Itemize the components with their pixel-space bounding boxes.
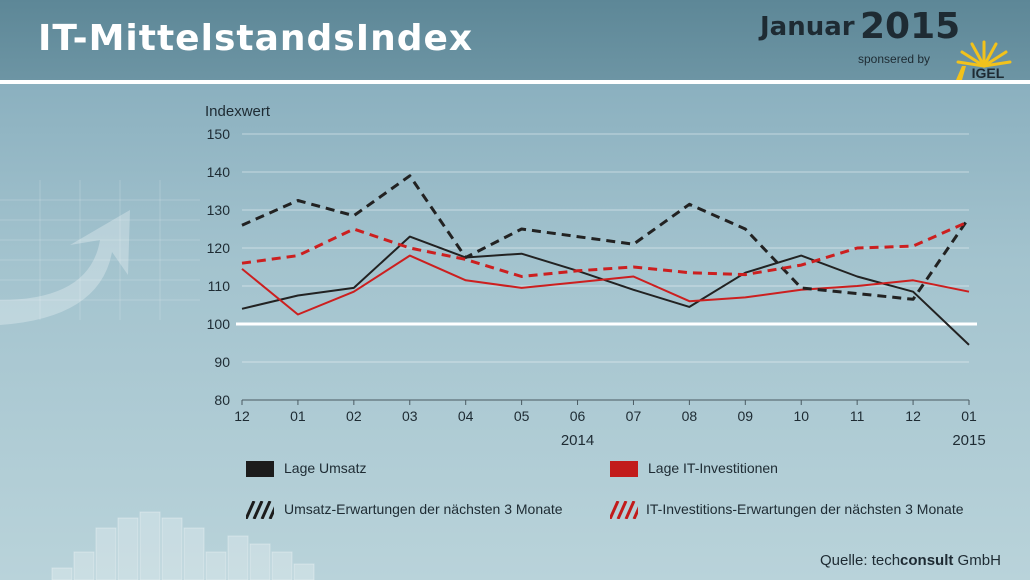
x-tick-label: 06	[570, 408, 586, 424]
x-tick-label: 12	[234, 408, 250, 424]
source-suffix: GmbH	[953, 552, 1001, 569]
igel-logo: IGEL	[956, 40, 1012, 81]
series-line-1	[241, 254, 970, 316]
y-tick-label: 120	[207, 240, 231, 256]
x-tick-label: 04	[458, 408, 474, 424]
page-title: IT-MittelstandsIndex	[38, 18, 474, 59]
y-tick-label: 90	[214, 354, 230, 370]
header-divider	[0, 80, 1030, 84]
x-year-label: 2015	[952, 432, 985, 449]
source-prefix: Quelle: tech	[820, 552, 901, 569]
y-tick-label: 80	[214, 392, 230, 408]
x-tick-label: 07	[626, 408, 642, 424]
source-bold: consult	[900, 552, 954, 569]
x-year-label: 2014	[561, 432, 594, 449]
y-tick-label: 100	[207, 316, 231, 332]
series-line-2	[241, 174, 971, 301]
y-tick-label: 130	[207, 202, 231, 218]
sponsored-label: sponsered by	[858, 52, 931, 66]
x-tick-label: 10	[793, 408, 809, 424]
legend-swatch-lage-umsatz	[246, 461, 274, 477]
y-tick-label: 110	[208, 278, 231, 294]
source-credit: Quelle: techconsult GmbH	[820, 552, 1001, 569]
x-tick-label: 09	[738, 408, 754, 424]
legend-label-it-investitions-erwartungen: IT-Investitions-Erwartungen der nächsten…	[646, 501, 964, 517]
header-year: 2015	[860, 6, 961, 47]
y-axis-label: Indexwert	[205, 103, 271, 120]
series-line-0	[241, 235, 970, 346]
x-tick-label: 05	[514, 408, 530, 424]
series-line-3	[241, 220, 970, 278]
x-tick-label: 11	[850, 408, 865, 424]
x-tick-label: 01	[290, 408, 306, 424]
legend-swatch-lage-it-investitionen	[610, 461, 638, 477]
y-tick-label: 140	[207, 164, 231, 180]
header-bar	[0, 0, 1030, 80]
y-tick-label: 150	[207, 126, 231, 142]
legend-label-umsatz-erwartungen: Umsatz-Erwartungen der nächsten 3 Monate	[284, 501, 563, 517]
header-month: Januar	[760, 12, 855, 42]
legend-label-lage-it-investitionen: Lage IT-Investitionen	[648, 460, 778, 476]
x-tick-label: 12	[905, 408, 921, 424]
legend-swatch-it-investitions-erwartungen	[610, 501, 638, 519]
x-tick-label: 01	[961, 408, 977, 424]
legend-swatch-umsatz-erwartungen	[246, 501, 274, 519]
logo-text: IGEL	[972, 65, 1005, 81]
x-tick-label: 08	[682, 408, 698, 424]
x-tick-label: 02	[346, 408, 362, 424]
legend-label-lage-umsatz: Lage Umsatz	[284, 460, 367, 476]
trend-arrow-icon	[0, 210, 130, 325]
x-tick-label: 03	[402, 408, 418, 424]
